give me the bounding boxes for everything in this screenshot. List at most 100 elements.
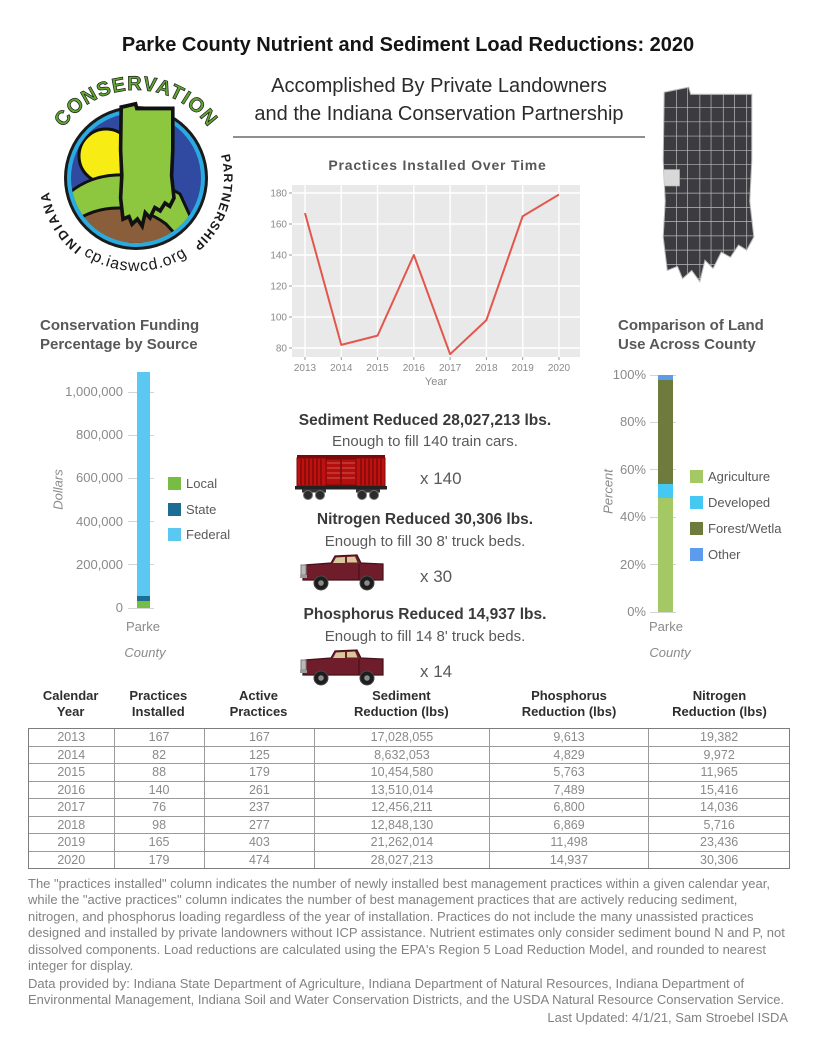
landuse-chart-title: Comparison of Land Use Across County <box>618 316 764 354</box>
footnote-paragraph: The "practices installed" column indicat… <box>28 876 785 974</box>
y-tick-label: 80% <box>619 414 646 430</box>
indiana-county-map-svg <box>662 86 755 283</box>
subtitle-line1: Accomplished By Private Landowners <box>271 75 607 97</box>
icp-logo-svg: CONSERVATION INDIANA PARTNERSHIP icp.ias… <box>25 53 234 275</box>
legend-swatch <box>690 548 703 561</box>
bar-segment-agriculture <box>658 498 673 612</box>
bar-segment-other <box>658 375 673 380</box>
table-cell: 8,632,053 <box>315 746 490 763</box>
table-cell: 88 <box>115 764 205 781</box>
table-cell: 2019 <box>29 834 115 851</box>
pickup-truck-icon <box>300 554 384 591</box>
nitrogen-sub: Enough to fill 30 8' truck beds. <box>324 533 526 550</box>
county-grid <box>663 87 754 282</box>
phosphorus-multiplier: x 14 <box>420 662 453 681</box>
legend-swatch <box>168 528 181 542</box>
legend-label: Developed <box>708 495 771 510</box>
table-cell: 2020 <box>29 851 115 868</box>
practices-line-chart: Practices Installed Over Time 80 100 120 14… <box>270 155 605 405</box>
legend-label: Forest/Wetla <box>708 521 782 536</box>
table-cell: 140 <box>115 781 205 798</box>
y-tick-label: 20% <box>619 556 646 572</box>
funding-chart-title: Conservation Funding Percentage by Sourc… <box>40 316 199 354</box>
table-cell: 12,456,211 <box>315 799 490 816</box>
parke-county-highlight <box>663 169 680 187</box>
table-cell: 2017 <box>29 799 115 816</box>
table-cell: 14,036 <box>700 800 739 814</box>
table-body: 2013 167 167 17,028,055 9,613 19,382 2014 82 125… <box>28 728 790 869</box>
bar-segment-developed <box>658 484 673 499</box>
header-practices-installed: Practices Installed <box>129 688 188 719</box>
legend-label: Federal <box>186 527 231 543</box>
svg-text:2018: 2018 <box>475 363 498 374</box>
table-cell: 179 <box>205 764 316 781</box>
landuse-xlabel: County <box>649 645 691 660</box>
y-tick-label: 200,000 <box>76 556 123 572</box>
reductions-section: Sediment Reduced 28,027,213 lbs. Enough … <box>240 405 610 697</box>
legend-swatch <box>168 477 181 490</box>
table-cell: 2015 <box>29 764 115 781</box>
nitrogen-multiplier: x 30 <box>420 567 453 586</box>
y-tick-label: 40% <box>619 509 646 525</box>
table-cell: 21,262,014 <box>315 834 490 851</box>
subtitle-divider <box>233 136 645 138</box>
table-cell: 2013 <box>29 729 115 746</box>
table-cell: 30,306 <box>700 852 739 867</box>
funding-title-line2: Percentage by Source <box>40 336 198 353</box>
bar-segment-forest-wetla <box>658 379 673 484</box>
table-row: 2019 165 403 21,262,014 11,498 23,436 <box>29 834 789 852</box>
funding-chart: Conservation Funding Percentage by Sourc… <box>28 316 260 666</box>
svg-text:100: 100 <box>270 313 287 324</box>
table-row: 2013 167 167 17,028,055 9,613 19,382 <box>29 729 789 747</box>
bar-segment-state <box>137 596 150 602</box>
table-cell: 15,416 <box>700 782 739 797</box>
svg-text:120: 120 <box>270 282 287 293</box>
table-cell: 179 <box>115 851 205 868</box>
legend-label: State <box>186 501 217 517</box>
svg-text:2020: 2020 <box>548 363 571 374</box>
y-tick-label: 0 <box>115 600 123 615</box>
table-row: 2016 140 261 13,510,014 7,489 15,416 <box>29 781 789 799</box>
svg-text:2015: 2015 <box>366 363 389 374</box>
svg-text:80: 80 <box>276 344 288 355</box>
header-phosphorus-reduction: Phosphorus Reduction (lbs) <box>521 688 617 719</box>
data-provided-paragraph: Data provided by: Indiana State Departme… <box>28 976 785 1008</box>
axis-tick <box>650 611 676 613</box>
table-cell: 10,454,580 <box>315 764 490 781</box>
table-cell: 13,510,014 <box>315 781 490 798</box>
sediment-multiplier: x 140 <box>420 469 462 488</box>
table-header-row: Calendar Year Practices Installed Active Pr… <box>28 684 790 724</box>
svg-text:140: 140 <box>270 251 287 262</box>
legend-label: Agriculture <box>708 469 771 484</box>
legend-swatch <box>690 522 703 535</box>
table-cell: 9,613 <box>490 729 650 746</box>
table-cell: 6,869 <box>490 816 650 833</box>
svg-text:2019: 2019 <box>512 363 535 374</box>
line-chart-xlabel: Year <box>424 376 448 388</box>
table-cell: 2018 <box>29 816 115 833</box>
table-cell: 165 <box>115 834 205 851</box>
table-cell: 2014 <box>29 746 115 763</box>
table-cell: 12,848,130 <box>315 816 490 833</box>
table-cell: 125 <box>205 746 316 763</box>
landuse-category-label: Parke <box>649 619 683 634</box>
table-cell: 5,716 <box>703 817 735 832</box>
last-updated: Last Updated: 4/1/21, Sam Stroebel ISDA <box>547 1010 788 1025</box>
nitrogen-heading: Nitrogen Reduced 30,306 lbs. <box>316 511 534 528</box>
table-cell: 237 <box>205 799 316 816</box>
table-row: 2020 179 474 28,027,213 14,937 30,306 <box>29 851 789 868</box>
table-cell: 5,763 <box>490 764 650 781</box>
legend-label: Local <box>186 476 218 491</box>
table-row: 2018 98 277 12,848,130 6,869 5,716 <box>29 816 789 834</box>
table-row: 2017 76 237 12,456,211 6,800 14,036 <box>29 799 789 817</box>
svg-text:180: 180 <box>270 189 287 200</box>
table-cell: 19,382 <box>700 730 739 744</box>
y-tick-label: 800,000 <box>76 427 123 443</box>
table-cell: 6,800 <box>490 799 650 816</box>
funding-ylabel: Dollars <box>50 469 66 510</box>
funding-category-label: Parke <box>126 619 160 634</box>
svg-text:2014: 2014 <box>330 363 353 374</box>
subtitle-line2: and the Indiana Conservation Partnership <box>254 103 624 125</box>
table-row: 2014 82 125 8,632,053 4,829 9,972 <box>29 746 789 764</box>
